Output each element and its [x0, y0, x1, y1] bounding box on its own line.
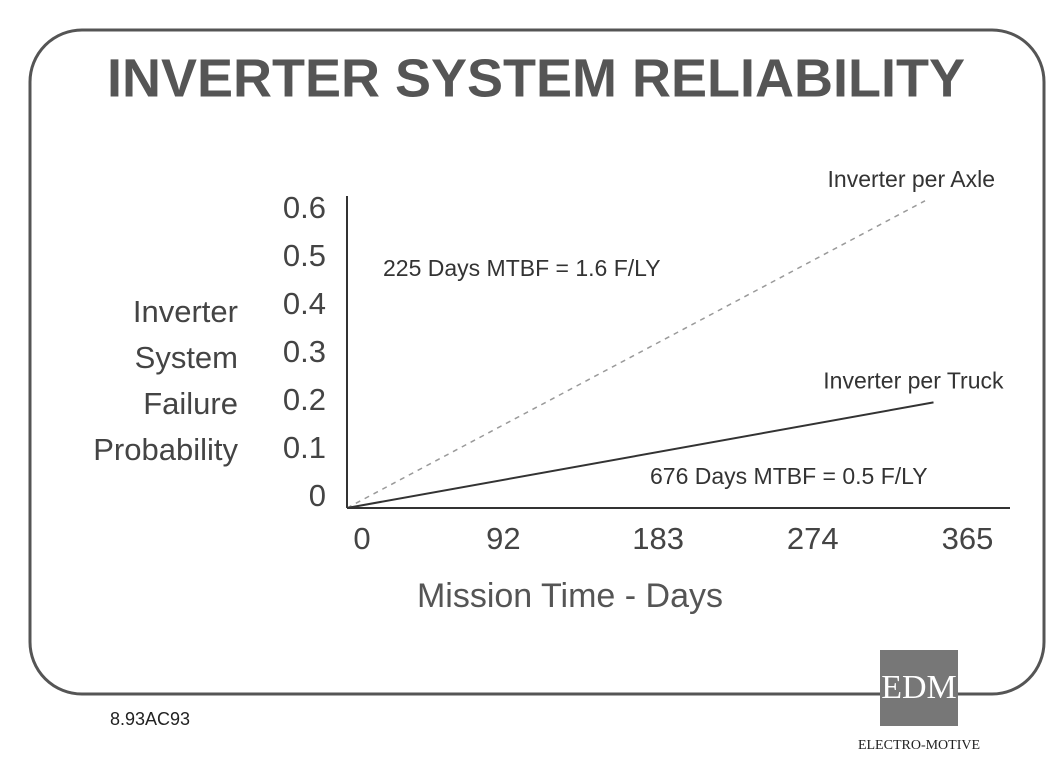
chart-title: INVERTER SYSTEM RELIABILITY	[107, 48, 965, 108]
y-axis-label: System	[135, 340, 238, 375]
x-tick-label: 183	[632, 521, 684, 556]
series-line	[346, 200, 926, 509]
series-label: Inverter per Truck	[823, 367, 1004, 393]
x-tick-label: 365	[942, 521, 994, 556]
y-axis-label: Probability	[93, 432, 238, 467]
x-tick-label: 274	[787, 521, 839, 556]
series-label: Inverter per Axle	[828, 166, 995, 192]
y-axis-label: Inverter	[133, 294, 238, 329]
y-tick-label: 0.3	[283, 334, 326, 369]
y-tick-label: 0.6	[283, 190, 326, 225]
y-tick-label: 0	[309, 478, 326, 513]
annotation: 225 Days MTBF = 1.6 F/LY	[383, 255, 661, 281]
y-axis-label: Failure	[143, 386, 238, 421]
series-line	[346, 401, 934, 509]
slide-frame	[28, 28, 1046, 696]
logo-box	[880, 650, 958, 726]
x-axis-label: Mission Time - Days	[417, 577, 723, 615]
y-tick-label: 0.2	[283, 382, 326, 417]
annotation: 676 Days MTBF = 0.5 F/LY	[650, 463, 928, 489]
y-tick-label: 0.5	[283, 238, 326, 273]
footer-code: 8.93AC93	[110, 709, 190, 729]
company-name: ELECTRO-MOTIVE	[858, 738, 980, 753]
logo: EDM	[881, 669, 957, 706]
x-tick-label: 92	[486, 521, 520, 556]
y-tick-label: 0.4	[283, 286, 326, 321]
y-tick-label: 0.1	[283, 430, 326, 465]
x-tick-label: 0	[353, 521, 370, 556]
